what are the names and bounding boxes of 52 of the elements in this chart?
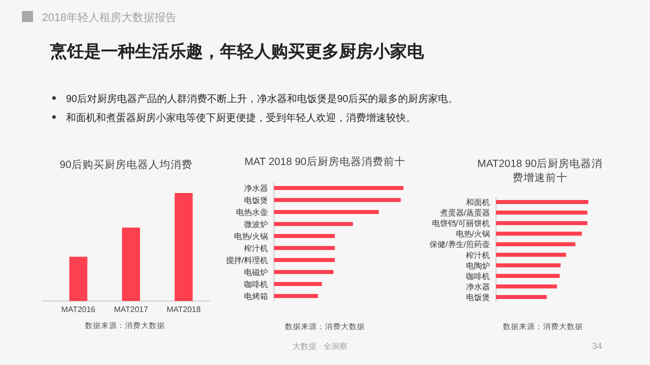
bar xyxy=(274,294,318,298)
text: 烹饪是一种生活乐趣，年轻人购买更多厨房小家电 xyxy=(49,42,425,61)
y-tick-label: 榨汁机 xyxy=(244,244,268,253)
x-tick-label: MAT2017 xyxy=(114,305,149,314)
bar xyxy=(274,186,404,190)
y-tick-label: 咖啡机 xyxy=(244,280,268,289)
y-tick-label: 电烤箱 xyxy=(244,292,268,301)
y-tick-label: 电热水壶 xyxy=(236,208,268,217)
chart-title: 90后购买厨房电器人均消费 xyxy=(60,158,192,171)
chart-title: MAT2018 90后厨房电器消费增速前十 xyxy=(477,157,603,184)
bar xyxy=(496,263,561,268)
text: 大数据 · 全洞察 xyxy=(292,342,348,351)
x-tick-label: MAT2016 xyxy=(61,305,96,314)
bar xyxy=(496,274,560,278)
x-tick-label: MAT2018 xyxy=(166,305,202,314)
y-tick-label: 保健/养生/煎药壶 xyxy=(430,240,490,250)
y-tick-label: 电饭煲 xyxy=(244,196,268,205)
y-tick-label: 和面机 xyxy=(466,198,490,207)
text: 34 xyxy=(592,341,602,351)
y-tick-label: 电饼铛/可丽饼机 xyxy=(432,219,490,228)
y-tick-label: 微波炉 xyxy=(244,220,268,229)
bar xyxy=(496,221,588,226)
y-tick-label: 电磁炉 xyxy=(244,268,268,277)
y-tick-label: 煮蛋器/蒸蛋器 xyxy=(440,208,490,218)
y-tick-label: 电热/火锅 xyxy=(234,232,268,241)
bar xyxy=(274,198,401,202)
bar xyxy=(274,270,334,274)
text: 2018年轻人租房大数据报告 xyxy=(42,11,176,24)
bar xyxy=(496,252,566,257)
bar xyxy=(496,232,582,236)
chart-title: MAT 2018 90后厨房电器消费前十 xyxy=(244,155,406,168)
bar xyxy=(496,210,588,215)
bar xyxy=(496,295,547,299)
y-tick-label: 搅拌/料理机 xyxy=(226,256,268,265)
bar xyxy=(274,258,335,262)
text: 和面机和煮蛋器厨房小家电等使下厨更便捷，受到年轻人欢迎，消费增速较快。 xyxy=(66,112,416,124)
bar xyxy=(274,282,322,286)
bar xyxy=(496,200,588,204)
text: 90后对厨房电器产品的人群消费不断上升，净水器和电饭煲是90后买的最多的厨房家电。 xyxy=(66,93,458,105)
y-tick-label: 电热/火锅 xyxy=(456,230,490,239)
y-tick-label: 电饭煲 xyxy=(466,293,490,302)
bar xyxy=(496,284,557,288)
y-tick-label: 榨汁机 xyxy=(466,250,490,260)
y-tick-label: 净水器 xyxy=(244,184,268,193)
bar xyxy=(274,246,335,250)
bar xyxy=(496,242,576,246)
y-tick-label: 净水器 xyxy=(466,282,490,292)
y-tick-label: 电陶炉 xyxy=(466,261,490,270)
bar xyxy=(274,234,335,238)
bar xyxy=(274,210,379,214)
bar xyxy=(274,222,353,226)
y-tick-label: 咖啡机 xyxy=(466,272,490,281)
